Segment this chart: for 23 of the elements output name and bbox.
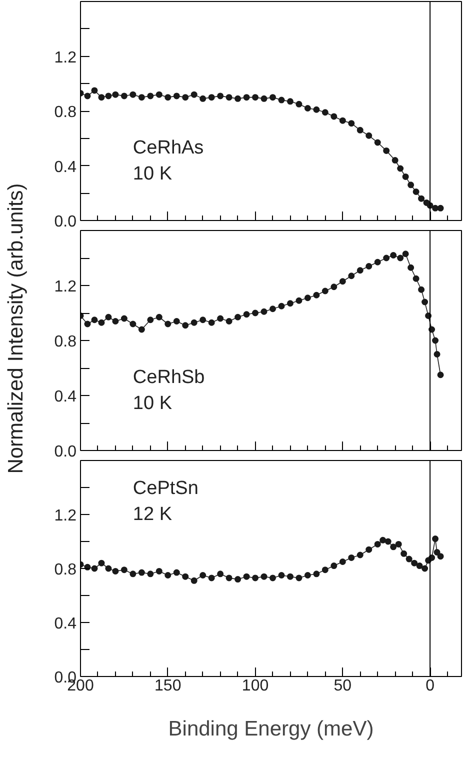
x-tick-label: 150 <box>154 678 182 694</box>
y-axis-title: Normalized Intensity (arb.units) <box>4 183 28 474</box>
text: CePtSn <box>132 478 198 499</box>
y-tick-label: 1.2 <box>54 508 77 524</box>
x-tick-label: 100 <box>242 678 269 694</box>
annotation: 10 K <box>132 392 172 414</box>
x-tick-label: 0 <box>426 678 435 694</box>
y-tick-label: 0.4 <box>54 158 77 176</box>
annotation: 10 K <box>132 163 172 184</box>
series-label: CeRhAs <box>132 137 204 158</box>
x-tick-label: 50 <box>334 678 352 694</box>
y-tick-label: 0.4 <box>54 388 77 406</box>
series-label: CeRhSb <box>132 366 205 388</box>
y-tick-label: 0.0 <box>54 444 77 460</box>
y-tick-label: 0.0 <box>54 214 77 230</box>
y-tick-label: 0.4 <box>54 616 77 632</box>
y-tick-label: 1.2 <box>54 49 77 66</box>
y-tick-label: 1.2 <box>54 278 77 296</box>
y-tick-label: 0.8 <box>54 104 77 121</box>
annotation: 12 K <box>132 504 172 525</box>
y-tick-label: 0.8 <box>54 334 77 350</box>
y-tick-label: 0.8 <box>54 562 77 578</box>
x-axis-title: Binding Energy (meV) <box>168 718 374 740</box>
